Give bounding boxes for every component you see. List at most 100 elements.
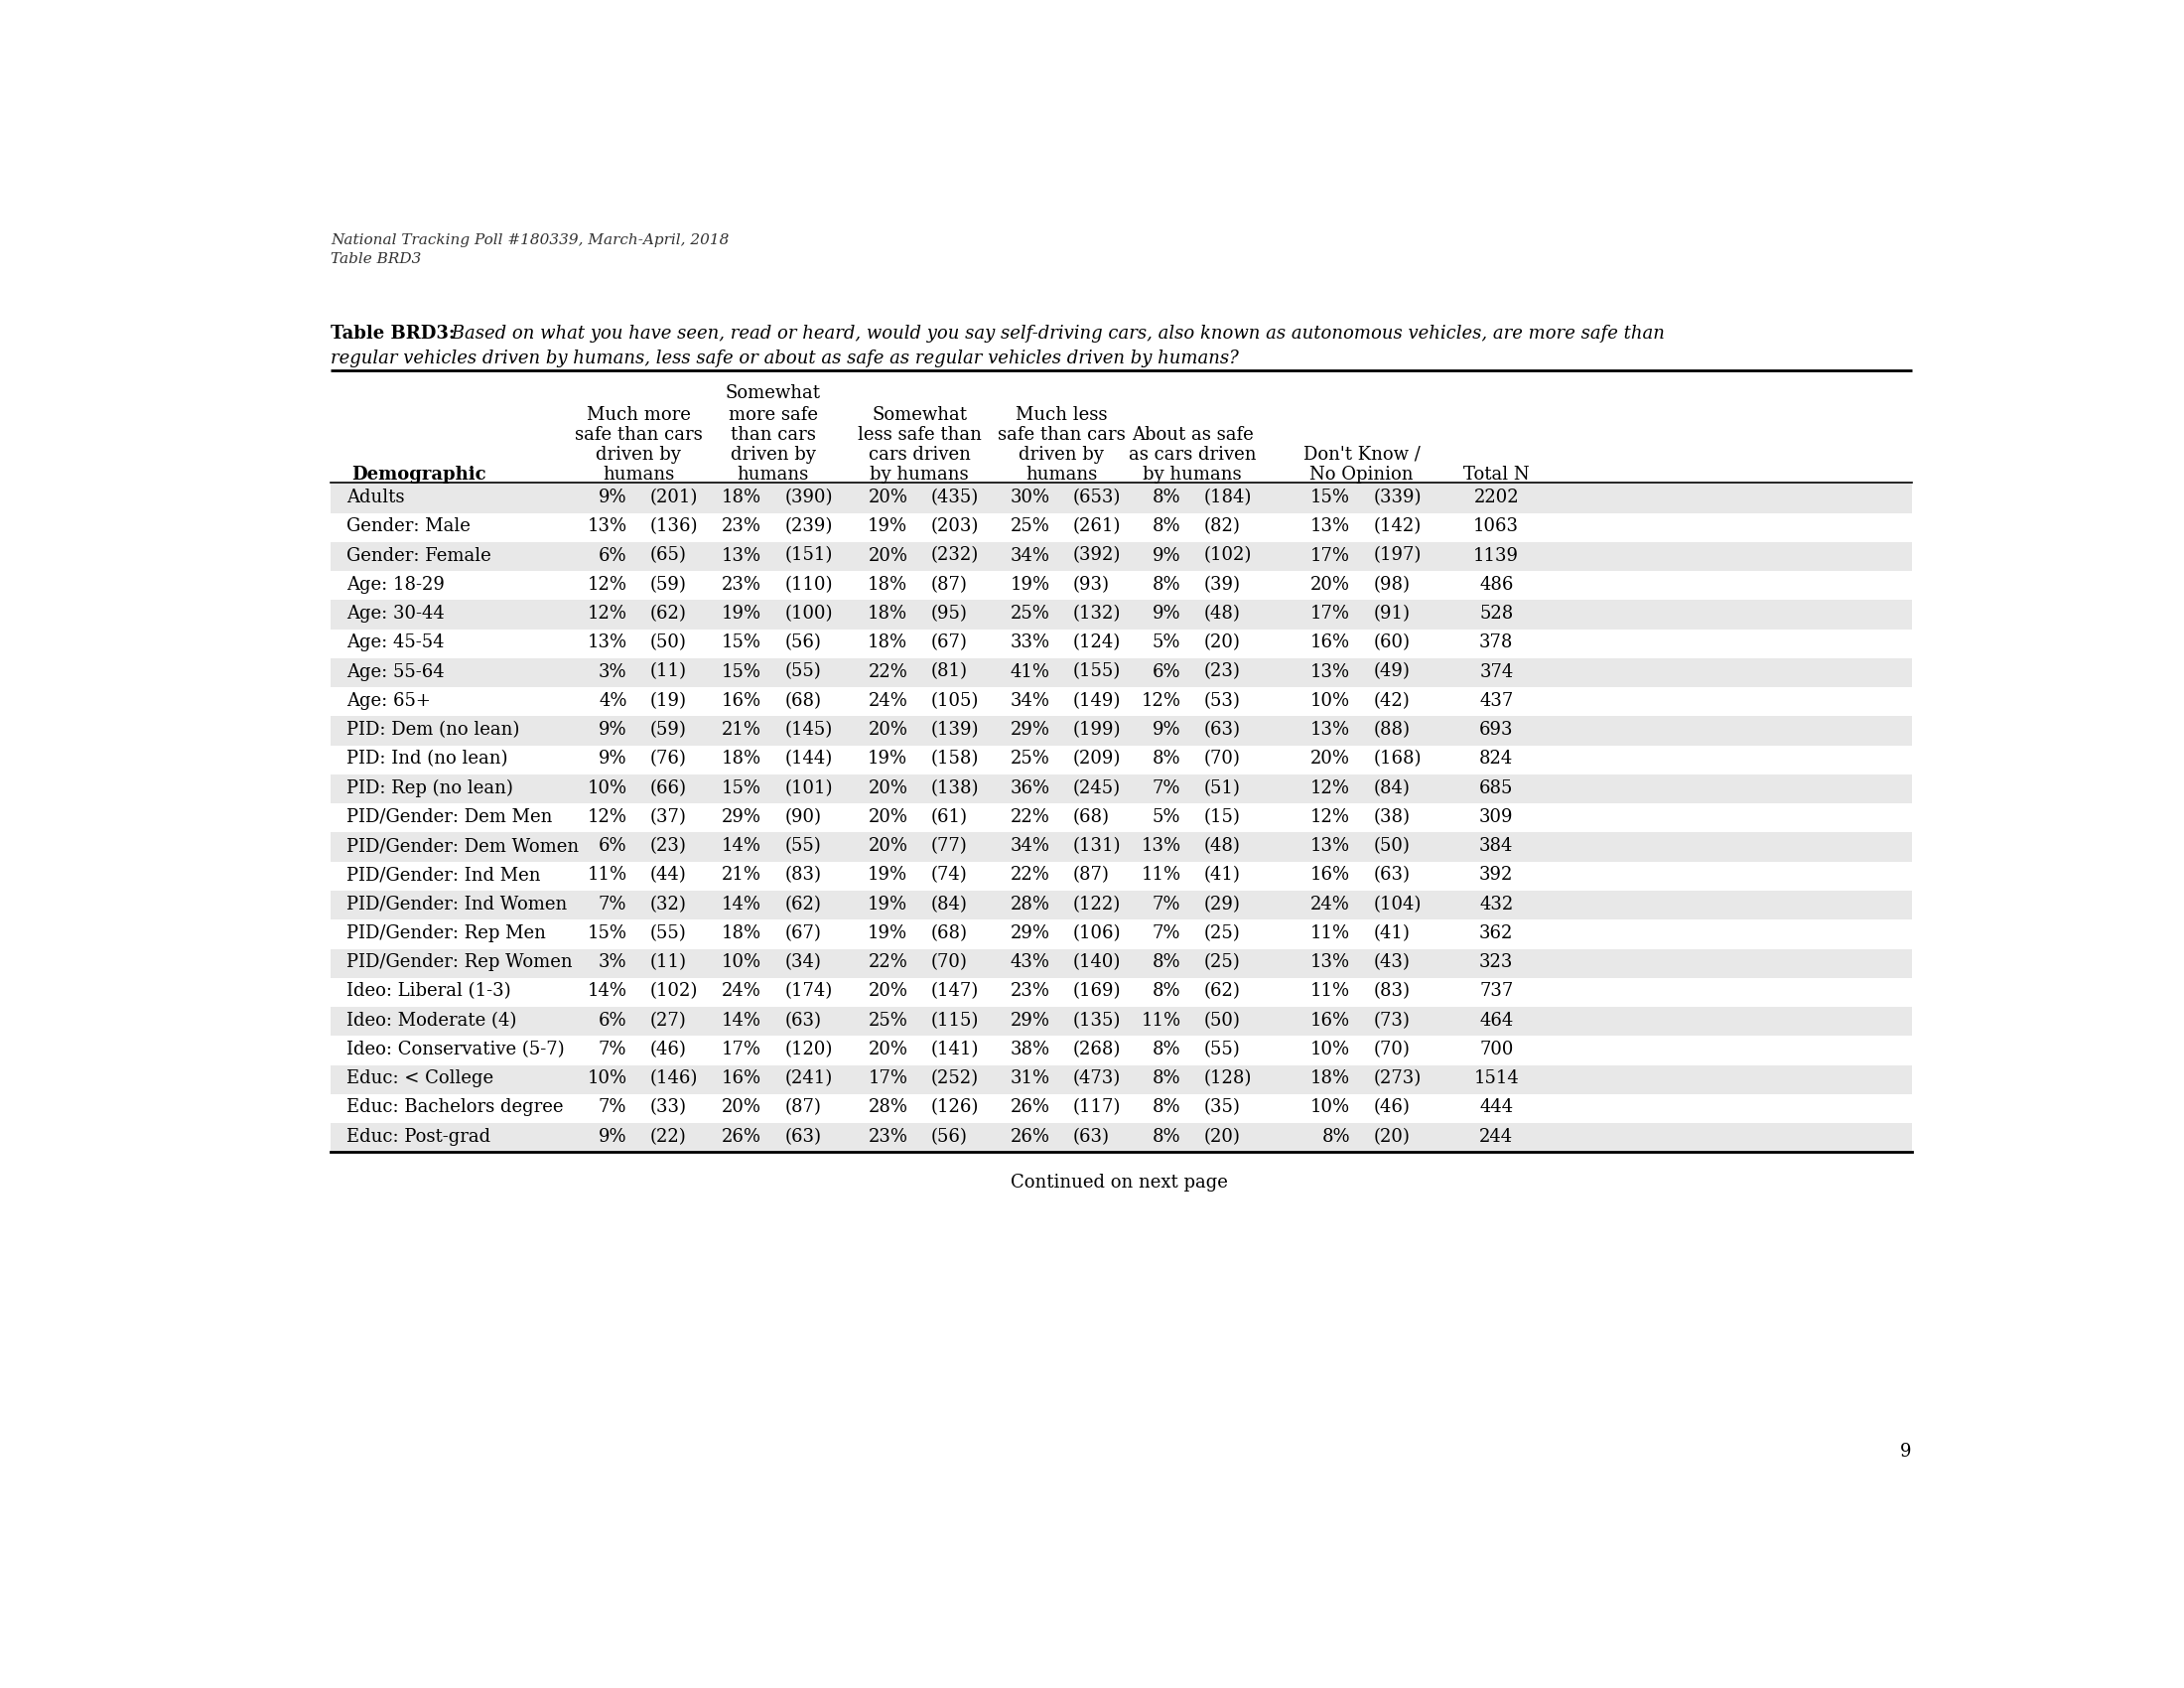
Text: (90): (90) <box>784 809 821 825</box>
Text: (68): (68) <box>784 692 821 709</box>
Text: (56): (56) <box>930 1128 968 1146</box>
Text: (70): (70) <box>930 954 968 971</box>
Text: by humans: by humans <box>869 466 970 483</box>
Text: 43%: 43% <box>1011 954 1051 971</box>
Text: (41): (41) <box>1203 866 1241 885</box>
Text: (68): (68) <box>1072 809 1109 825</box>
Text: (41): (41) <box>1374 925 1411 942</box>
Text: Adults: Adults <box>345 488 404 506</box>
Text: 6%: 6% <box>598 547 627 564</box>
Text: PID/Gender: Dem Women: PID/Gender: Dem Women <box>345 837 579 856</box>
Text: less safe than: less safe than <box>858 425 981 444</box>
Text: (245): (245) <box>1072 780 1120 797</box>
Text: 12%: 12% <box>1310 780 1350 797</box>
Text: 23%: 23% <box>867 1128 909 1146</box>
Text: PID/Gender: Dem Men: PID/Gender: Dem Men <box>345 809 553 825</box>
Text: (48): (48) <box>1203 837 1241 856</box>
Text: 323: 323 <box>1479 954 1514 971</box>
Text: 9%: 9% <box>598 749 627 768</box>
Text: 28%: 28% <box>1011 895 1051 913</box>
Text: 3%: 3% <box>598 663 627 680</box>
Text: 14%: 14% <box>723 837 762 856</box>
Text: (23): (23) <box>651 837 686 856</box>
Text: (155): (155) <box>1072 663 1120 680</box>
Text: 20%: 20% <box>867 547 909 564</box>
Text: 3%: 3% <box>598 954 627 971</box>
Text: 12%: 12% <box>587 576 627 594</box>
Text: 20%: 20% <box>867 809 909 825</box>
Text: Don't Know /: Don't Know / <box>1304 446 1420 464</box>
Text: (473): (473) <box>1072 1070 1120 1087</box>
Text: 11%: 11% <box>1310 925 1350 942</box>
Text: (20): (20) <box>1374 1128 1411 1146</box>
Bar <box>330 484 1911 513</box>
Text: 15%: 15% <box>723 780 762 797</box>
Text: (82): (82) <box>1203 518 1241 535</box>
Text: 8%: 8% <box>1153 749 1182 768</box>
Bar <box>330 775 1911 803</box>
Text: humans: humans <box>1026 466 1096 483</box>
Text: Age: 18-29: Age: 18-29 <box>345 576 443 594</box>
Text: by humans: by humans <box>1142 466 1243 483</box>
Text: Table BRD3:: Table BRD3: <box>330 324 454 343</box>
Bar <box>330 949 1911 977</box>
Text: 10%: 10% <box>587 780 627 797</box>
Text: 10%: 10% <box>1310 692 1350 709</box>
Text: 1063: 1063 <box>1474 518 1520 535</box>
Text: 23%: 23% <box>723 576 762 594</box>
Text: 9%: 9% <box>1153 721 1182 739</box>
Text: 26%: 26% <box>1011 1099 1051 1116</box>
Text: (141): (141) <box>930 1040 978 1058</box>
Text: Much less: Much less <box>1016 405 1107 424</box>
Text: 685: 685 <box>1479 780 1514 797</box>
Text: (34): (34) <box>784 954 821 971</box>
Text: 21%: 21% <box>723 721 762 739</box>
Text: (20): (20) <box>1203 1128 1241 1146</box>
Text: driven by: driven by <box>729 446 815 464</box>
Text: 12%: 12% <box>1140 692 1182 709</box>
Text: (60): (60) <box>1374 633 1411 652</box>
Text: (199): (199) <box>1072 721 1120 739</box>
Text: 362: 362 <box>1479 925 1514 942</box>
Text: (63): (63) <box>784 1011 821 1030</box>
Text: (138): (138) <box>930 780 978 797</box>
Text: 34%: 34% <box>1011 692 1051 709</box>
Text: (435): (435) <box>930 488 978 506</box>
Text: 15%: 15% <box>587 925 627 942</box>
Text: 30%: 30% <box>1011 488 1051 506</box>
Text: 10%: 10% <box>1310 1040 1350 1058</box>
Text: Age: 65+: Age: 65+ <box>345 692 430 709</box>
Text: Age: 45-54: Age: 45-54 <box>345 633 443 652</box>
Text: (390): (390) <box>784 488 832 506</box>
Text: (48): (48) <box>1203 604 1241 623</box>
Text: 20%: 20% <box>867 780 909 797</box>
Text: 7%: 7% <box>598 1040 627 1058</box>
Text: No Opinion: No Opinion <box>1310 466 1413 483</box>
Text: 392: 392 <box>1479 866 1514 885</box>
Text: 11%: 11% <box>587 866 627 885</box>
Text: 29%: 29% <box>723 809 762 825</box>
Text: PID/Gender: Rep Men: PID/Gender: Rep Men <box>345 925 546 942</box>
Text: Educ: < College: Educ: < College <box>345 1070 494 1087</box>
Text: (232): (232) <box>930 547 978 564</box>
Text: 13%: 13% <box>1310 837 1350 856</box>
Text: 8%: 8% <box>1153 488 1182 506</box>
Text: 10%: 10% <box>721 954 762 971</box>
Text: (252): (252) <box>930 1070 978 1087</box>
Text: 18%: 18% <box>867 604 909 623</box>
Text: (73): (73) <box>1374 1011 1411 1030</box>
Bar <box>330 891 1911 920</box>
Text: 15%: 15% <box>723 663 762 680</box>
Text: 22%: 22% <box>869 954 909 971</box>
Text: 13%: 13% <box>1310 721 1350 739</box>
Text: 19%: 19% <box>867 518 909 535</box>
Text: (67): (67) <box>930 633 968 652</box>
Text: (50): (50) <box>1203 1011 1241 1030</box>
Text: 24%: 24% <box>869 692 909 709</box>
Text: 9%: 9% <box>598 721 627 739</box>
Text: Based on what you have seen, read or heard, would you say self-driving cars, als: Based on what you have seen, read or hea… <box>446 324 1664 343</box>
Text: (62): (62) <box>784 895 821 913</box>
Text: 737: 737 <box>1479 982 1514 1001</box>
Text: 14%: 14% <box>723 895 762 913</box>
Text: (55): (55) <box>651 925 686 942</box>
